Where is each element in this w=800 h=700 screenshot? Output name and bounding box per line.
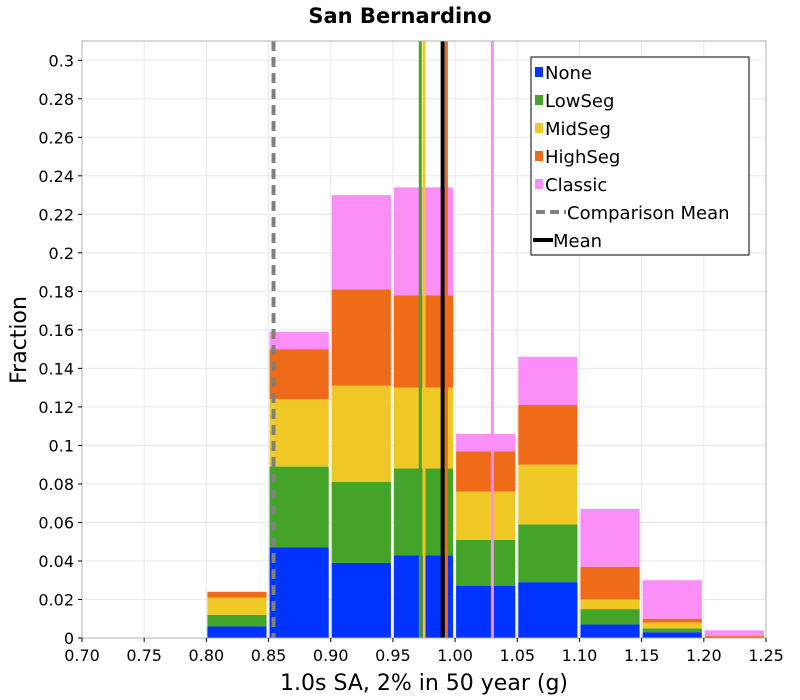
x-tick-label: 1.25 [748,646,784,665]
legend-label: Classic [545,175,607,196]
bar-segment-lowseg [269,466,329,548]
legend-label: MidSeg [545,119,611,140]
y-tick-label: 0.12 [38,398,74,417]
bar-segment-none [580,624,640,638]
bar-segment-classic [269,331,329,350]
bar-segment-highseg [269,349,329,400]
y-axis-ticks: 0 0.02 0.04 0.06 0.08 0.1 0.12 0.14 0.16 0.18 0.2 0… [38,51,82,648]
bar-segment-classic [456,433,516,452]
x-tick-label: 1.15 [624,646,660,665]
x-tick-label: 1.05 [499,646,535,665]
bar-segment-midseg [518,464,578,525]
bar-segment-lowseg [207,614,267,627]
y-tick-label: 0.02 [38,590,74,609]
y-tick-label: 0.06 [38,513,74,532]
bar-segment-lowseg [518,524,578,583]
legend-label: Comparison Mean [567,203,730,224]
bar-segment-classic [331,195,391,290]
bar-segment-highseg [207,591,267,598]
x-tick-label: 0.95 [375,646,411,665]
x-tick-label: 1.20 [686,646,722,665]
x-tick-label: 0.85 [251,646,287,665]
x-tick-label: 0.80 [189,646,225,665]
bar-segment-none [331,562,391,638]
y-tick-label: 0.3 [49,51,74,70]
y-tick-label: 0.28 [38,90,74,109]
bar-segment-lowseg [642,628,702,633]
legend-swatch-none [535,67,543,77]
x-tick-label: 1.10 [562,646,598,665]
y-tick-label: 0.22 [38,205,74,224]
bar-segment-highseg [518,404,578,465]
y-tick-label: 0.08 [38,475,74,494]
legend-box [530,56,750,256]
bar-segment-midseg [642,622,702,629]
legend-label: Mean [553,231,602,252]
y-tick-label: 0.14 [38,359,74,378]
legend-swatch-classic [535,179,543,189]
bar-segment-highseg [704,636,764,638]
legend-label: LowSeg [545,91,614,112]
y-tick-label: 0.26 [38,128,74,147]
bar-segment-midseg [207,597,267,615]
legend-swatch-highseg [535,151,543,161]
legend-swatch-lowseg [535,95,543,105]
x-tick-label: 0.70 [64,646,100,665]
bar-segment-classic [518,356,578,405]
bar-segment-highseg [456,451,516,492]
bar-segment-lowseg [456,539,516,587]
y-tick-label: 0.24 [38,167,74,186]
chart-title: San Bernardino [308,4,491,28]
x-axis-label: 1.0s SA, 2% in 50 year (g) [280,671,568,696]
y-tick-label: 0.1 [49,436,74,455]
legend-label: None [545,63,592,84]
y-tick-label: 0.04 [38,552,74,571]
y-tick-label: 0.18 [38,282,74,301]
legend-label: HighSeg [545,147,620,168]
plot-frame [81,40,767,639]
bar-segment-midseg [456,491,516,540]
legend-swatch-midseg [535,123,543,133]
bar-segment-lowseg [580,609,640,625]
bar-segment-lowseg [331,482,391,563]
bar-segment-classic [704,630,764,637]
mean-lines [271,41,494,638]
y-tick-label: 0.2 [49,244,74,263]
bar-segment-classic [642,580,702,619]
bar-segment-highseg [331,289,391,386]
y-tick-label: 0.16 [38,321,74,340]
bar-segment-none [207,626,267,638]
bar-segment-midseg [331,385,391,483]
bar-segment-highseg [580,566,640,600]
x-axis-ticks: 0.70 0.75 0.80 0.85 0.90 0.95 1.00 1.05 1.10 1.15… [64,638,784,665]
bar-segment-none [518,582,578,638]
y-tick-label: 0 [64,629,74,648]
x-tick-label: 1.00 [437,646,473,665]
legend: None LowSeg MidSeg HighSeg Classic Comparison… [530,56,750,256]
bar-segment-none [269,547,329,638]
bar-segment-none [456,586,516,638]
x-tick-label: 0.75 [126,646,162,665]
bar-segment-midseg [269,399,329,467]
y-axis-label: Fraction [7,296,32,384]
bar-segment-highseg [642,618,702,623]
bar-segment-classic [580,508,640,567]
bar-segment-midseg [580,599,640,610]
x-tick-label: 0.90 [313,646,349,665]
bar-segment-none [642,632,702,638]
